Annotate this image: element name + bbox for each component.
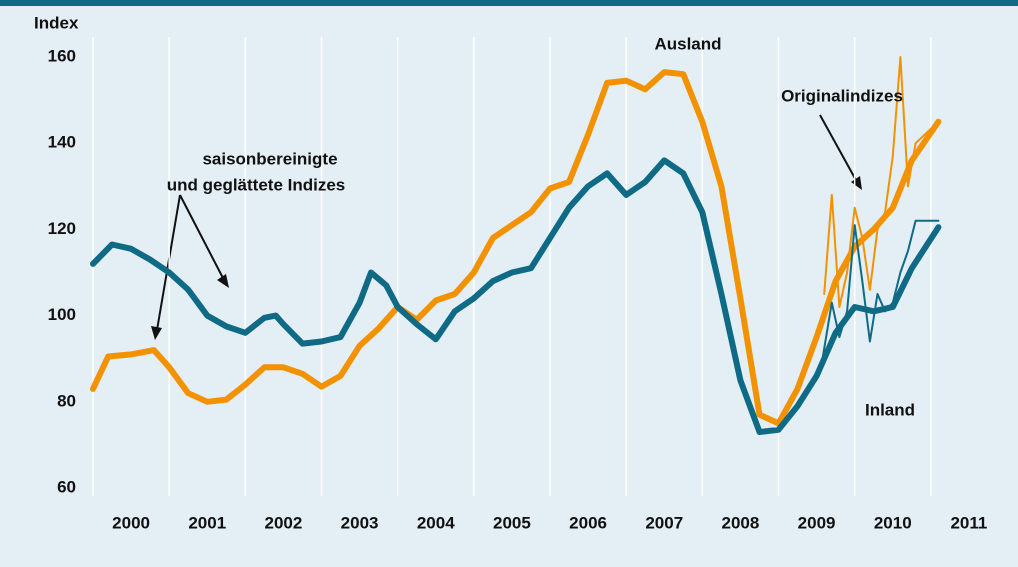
x-tick-label: 2005: [493, 513, 531, 532]
arrow-heads: [151, 176, 862, 340]
y-tick-label: 120: [48, 219, 76, 238]
line-series: [819, 219, 940, 373]
line-series: [90, 69, 942, 427]
x-tick-label: 2003: [341, 513, 379, 532]
y-tick-label: 160: [48, 46, 76, 65]
line-series: [823, 56, 940, 308]
y-tick-label: 80: [57, 391, 76, 410]
x-tick-label: 2011: [950, 513, 987, 532]
series-label: Inland: [865, 400, 915, 419]
x-tick-label: 2007: [645, 513, 683, 532]
y-tick-label: 140: [48, 133, 76, 152]
x-tick-label: 2002: [265, 513, 303, 532]
x-tick-label: 2010: [874, 513, 912, 532]
annotation: saisonbereinigte: [202, 149, 337, 168]
x-tick-label: 2000: [112, 513, 150, 532]
series-label: Ausland: [654, 34, 721, 53]
line-series: [90, 157, 942, 435]
y-axis-label: Index: [34, 13, 79, 32]
x-tick-label: 2004: [417, 513, 455, 532]
y-tick-label: 60: [57, 477, 76, 496]
x-tick-label: 2009: [798, 513, 836, 532]
x-tick-label: 2001: [188, 513, 226, 532]
y-tick-label: 100: [48, 305, 76, 324]
x-tick-label: 2008: [722, 513, 760, 532]
x-tick-label: 2006: [569, 513, 607, 532]
top-bar: [0, 0, 1018, 6]
annotation: Originalindizes: [781, 86, 903, 105]
annotation: und geglättete Indizes: [167, 175, 346, 194]
